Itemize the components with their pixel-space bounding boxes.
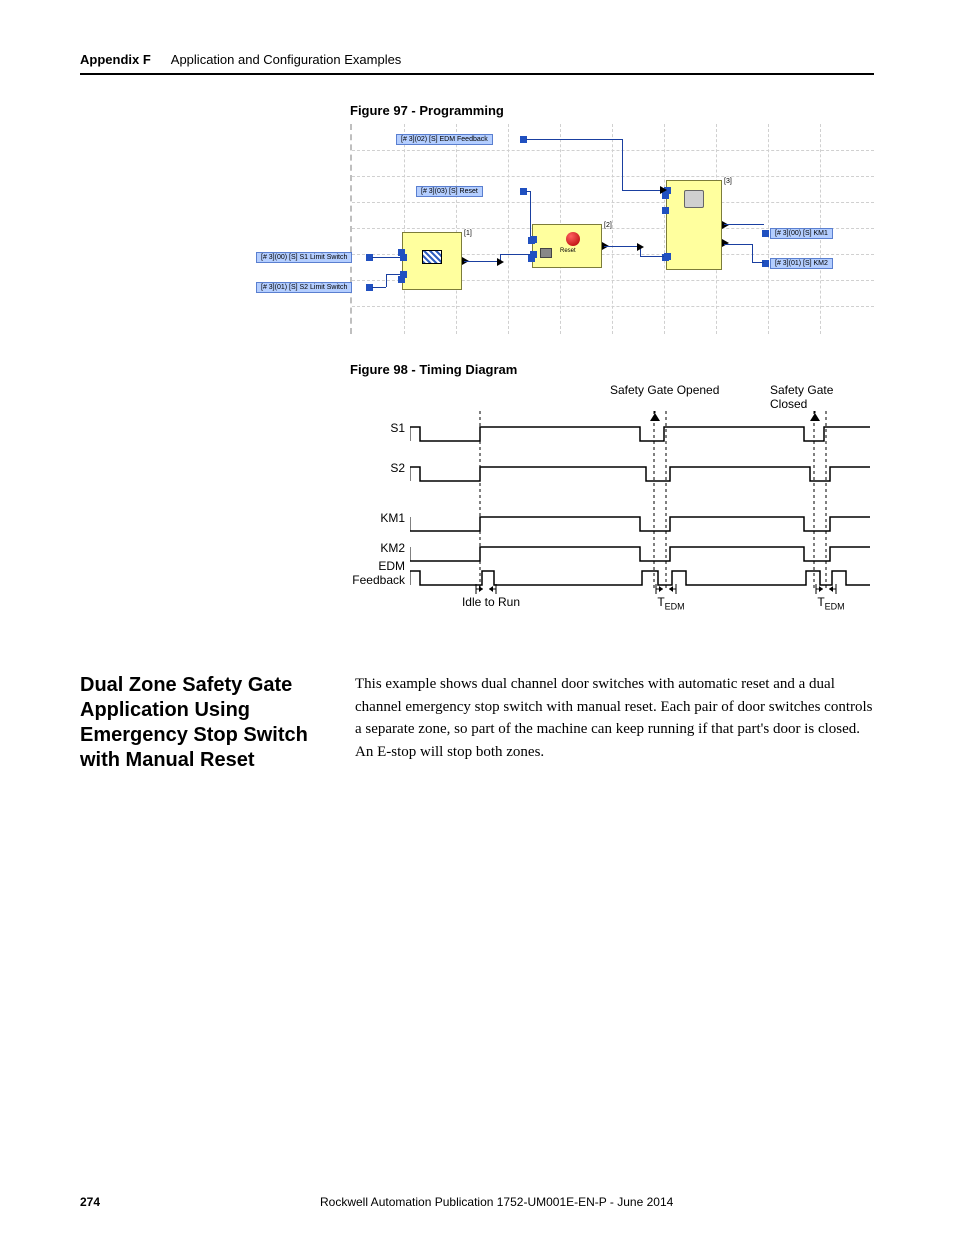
time-marker-label: Idle to Run: [456, 595, 526, 609]
programming-diagram: [# 3](02) [S] EDM Feedback [# 3](03) [S] …: [350, 124, 874, 334]
page-footer: 274 Rockwell Automation Publication 1752…: [80, 1195, 874, 1209]
appendix-label: Appendix F: [80, 52, 151, 67]
section: Dual Zone Safety Gate Application Using …: [80, 673, 874, 773]
publication-info: Rockwell Automation Publication 1752-UM0…: [320, 1195, 874, 1209]
signal-label: KM1: [350, 511, 405, 525]
timing-diagram: Safety Gate Opened Safety Gate Closed S1 S2…: [350, 383, 874, 613]
figure-98-title: Figure 98 - Timing Diagram: [350, 362, 874, 377]
input-node: [# 3](02) [S] EDM Feedback: [396, 134, 493, 145]
function-block: [532, 224, 602, 268]
input-node: [# 3](00) [S] S1 Limit Switch: [256, 252, 352, 263]
input-node: [# 3](01) [S] S2 Limit Switch: [256, 282, 352, 293]
signal-label: EDMFeedback: [350, 559, 405, 587]
input-node: [# 3](03) [S] Reset: [416, 186, 483, 197]
page-number: 274: [80, 1195, 320, 1209]
time-marker-label: TEDM: [796, 595, 866, 611]
signal-label: S2: [350, 461, 405, 475]
figure-98: Figure 98 - Timing Diagram Safety Gate O…: [350, 362, 874, 613]
timing-svg: [410, 411, 874, 611]
event-label: Safety Gate Opened: [610, 383, 719, 397]
page-header: Appendix F Application and Configuration…: [80, 52, 874, 75]
output-node: [# 3](00) [S] KM1: [770, 228, 833, 239]
figure-97: Figure 97 - Programming [# 3](02) [S] ED…: [350, 103, 874, 334]
signal-label: S1: [350, 421, 405, 435]
event-label: Safety Gate Closed: [770, 383, 874, 411]
time-marker-label: TEDM: [636, 595, 706, 611]
section-heading: Dual Zone Safety Gate Application Using …: [80, 673, 325, 773]
output-node: [# 3](01) [S] KM2: [770, 258, 833, 269]
header-title: Application and Configuration Examples: [171, 52, 402, 67]
figure-97-title: Figure 97 - Programming: [350, 103, 874, 118]
section-body: This example shows dual channel door swi…: [355, 673, 874, 763]
signal-label: KM2: [350, 541, 405, 555]
